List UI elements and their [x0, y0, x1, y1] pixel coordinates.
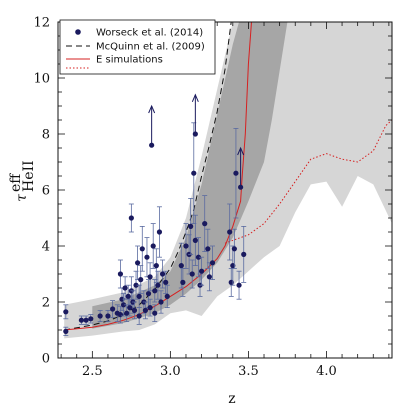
- data-point: [131, 307, 138, 313]
- lower-limit-arrow-head: [148, 104, 156, 114]
- data-point: [63, 328, 69, 334]
- data-point: [209, 260, 216, 266]
- data-point: [180, 279, 186, 285]
- x-tick-label: 3.5: [238, 364, 259, 379]
- data-point: [163, 279, 169, 285]
- data-point: [164, 293, 170, 299]
- data-point: [178, 263, 184, 269]
- data-point: [125, 293, 131, 299]
- data-point: [152, 288, 158, 294]
- data-point: [134, 260, 141, 266]
- data-point: [155, 282, 161, 288]
- data-point: [192, 131, 198, 137]
- data-point: [233, 170, 239, 176]
- data-point: [144, 254, 150, 260]
- data-point: [88, 316, 94, 322]
- data-point: [158, 299, 164, 305]
- data-point: [136, 313, 142, 319]
- data-point: [83, 317, 89, 323]
- x-axis-label: z: [228, 391, 235, 407]
- data-point: [202, 221, 208, 227]
- data-point: [63, 309, 69, 315]
- y-axis-label-sub: HeII: [21, 160, 37, 192]
- data-point: [198, 268, 205, 274]
- data-point: [191, 170, 197, 176]
- data-point: [231, 246, 237, 252]
- y-axis-label-sup: eff: [8, 173, 24, 192]
- band-inner: [92, 22, 288, 329]
- data-point: [205, 246, 211, 252]
- data-point: [128, 215, 134, 221]
- data-point: [147, 274, 153, 280]
- lower-limit-arrow-head: [237, 146, 245, 156]
- data-point: [192, 237, 198, 243]
- y-tick-label: 8: [42, 128, 50, 143]
- data-point: [145, 291, 152, 297]
- y-axis-label-main: τ: [14, 194, 30, 202]
- legend-box: [59, 19, 216, 75]
- data-point: [156, 229, 163, 235]
- data-point: [183, 243, 189, 249]
- data-point: [149, 142, 155, 148]
- data-point: [189, 271, 195, 277]
- legend-marker-worseck: [75, 29, 81, 35]
- x-tick-label: 4.0: [316, 364, 337, 379]
- y-tick-label: 6: [42, 184, 50, 199]
- legend-label-mcquinn: McQuinn et al. (2009): [96, 42, 205, 53]
- data-point: [142, 307, 149, 313]
- data-point: [153, 263, 159, 269]
- data-point: [122, 285, 128, 291]
- data-point: [241, 251, 247, 257]
- data-point: [236, 282, 242, 288]
- y-tick-label: 2: [42, 296, 50, 311]
- y-axis-label: τ eff HeII: [8, 160, 37, 201]
- y-tick-label: 10: [33, 72, 50, 87]
- y-tick-label: 4: [42, 240, 50, 255]
- data-point: [147, 305, 153, 311]
- data-point: [138, 277, 144, 283]
- data-point: [206, 274, 212, 280]
- confidence-bands: [64, 22, 392, 339]
- data-point: [150, 243, 156, 249]
- legend-label-simulation: E simulations: [96, 55, 163, 66]
- data-point: [117, 312, 124, 318]
- legend-label-worseck: Worseck et al. (2014): [96, 28, 203, 39]
- data-points: [63, 93, 247, 337]
- data-point: [133, 282, 139, 288]
- lower-limit-arrow-head: [191, 93, 199, 102]
- y-tick-label: 12: [33, 16, 50, 31]
- data-point: [152, 310, 158, 316]
- data-point: [120, 302, 127, 308]
- data-point: [117, 271, 124, 277]
- axis-ticks: 2.5 3.0 3.5 4.0 0 2 4 6 8 10 12: [33, 16, 392, 379]
- data-point: [195, 254, 202, 260]
- data-point: [97, 313, 103, 319]
- data-point: [78, 317, 85, 323]
- data-point: [110, 306, 116, 312]
- data-point: [139, 246, 145, 252]
- data-point: [127, 305, 133, 311]
- x-tick-label: 3.0: [160, 364, 181, 379]
- data-point: [227, 229, 233, 235]
- simulation-dotted-line: [224, 119, 392, 244]
- data-point: [124, 310, 130, 316]
- data-point: [136, 293, 142, 299]
- data-point: [238, 184, 244, 190]
- data-point: [188, 223, 194, 229]
- data-point: [159, 271, 166, 277]
- y-tick-label: 0: [42, 352, 50, 367]
- x-tick-label: 2.5: [82, 364, 103, 379]
- mcquinn-dashed-line: [64, 22, 232, 331]
- legend: Worseck et al. (2014) McQuinn et al. (20…: [59, 19, 216, 75]
- data-point: [105, 313, 111, 319]
